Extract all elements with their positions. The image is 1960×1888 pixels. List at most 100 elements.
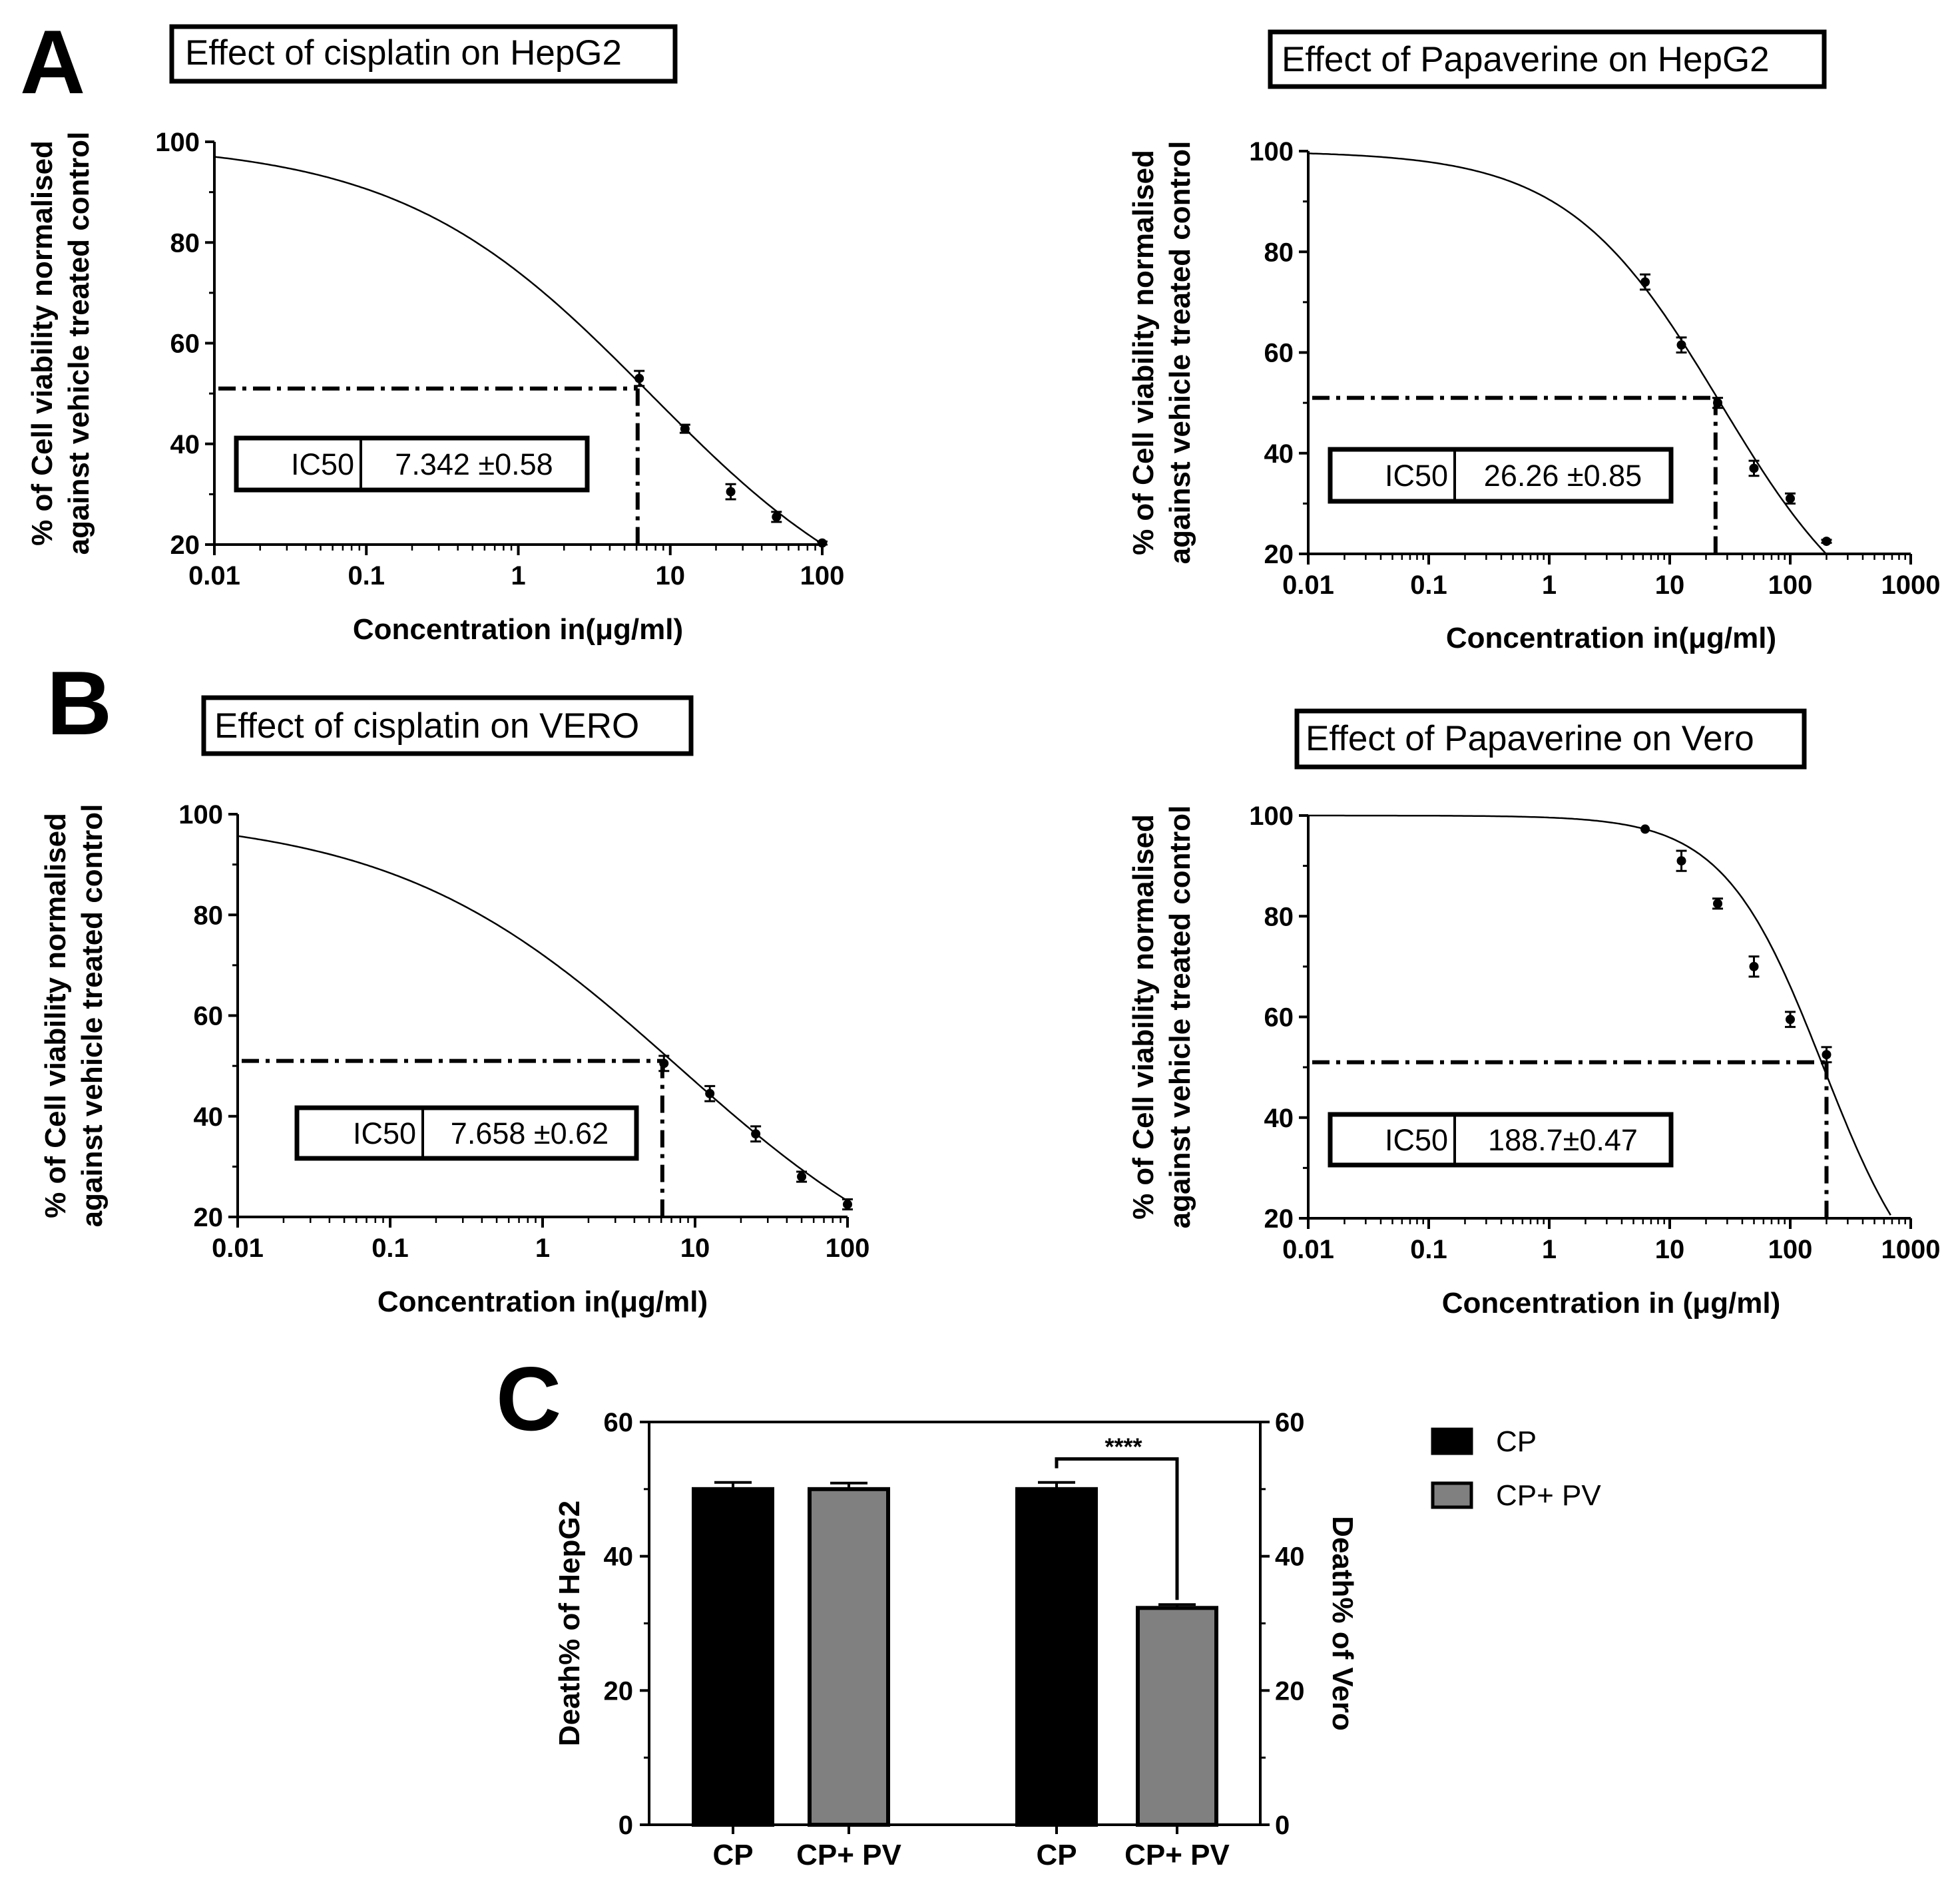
y-axis-label-line: % of Cell viability normalised [26, 140, 59, 546]
y-tick-label: 40 [194, 1102, 224, 1132]
x-category-label: CP [712, 1839, 753, 1871]
x-tick-label: 0.01 [1282, 1235, 1334, 1264]
chart-title-box [1268, 29, 1827, 89]
right-y-axis-label: Death% of Vero [1326, 1516, 1359, 1731]
x-category-label: CP+ PV [1124, 1839, 1230, 1871]
x-axis-label: Concentration in(μg/ml) [377, 1286, 708, 1318]
y-tick-label: 100 [155, 128, 200, 157]
data-point [659, 1059, 669, 1068]
fit-curve [214, 156, 823, 545]
significance-bracket [1055, 1457, 1179, 1600]
chart-cisplatin-hepg2: Effect of cisplatin on HepG2 20 40 60 80 100 0… [26, 24, 844, 646]
x-tick-label: 10 [656, 561, 686, 590]
x-tick-label: 10 [1655, 571, 1685, 600]
y-tick-label: 80 [170, 228, 200, 258]
chart-title-box [201, 695, 694, 756]
x-tick-label: 0.1 [1410, 571, 1447, 600]
y-tick-label: 80 [1264, 902, 1294, 931]
data-point [797, 1172, 807, 1182]
ic50-value: 7.342 ±0.58 [395, 447, 553, 481]
right-y-tick-label: 20 [1275, 1676, 1305, 1706]
y-tick-label: 100 [1249, 802, 1294, 831]
right-y-tick-label: 40 [1275, 1542, 1305, 1572]
panel-label-a: A [20, 11, 85, 113]
ic50-label: IC50 [291, 447, 354, 481]
x-tick-label: 1 [1542, 1235, 1557, 1264]
y-tick-label: 20 [194, 1203, 224, 1232]
chart-title: Effect of Papaverine on Vero [1306, 719, 1754, 758]
bar [1015, 1487, 1098, 1827]
left-y-axis-label: Death% of HepG2 [553, 1501, 586, 1746]
left-y-tick-label: 40 [604, 1542, 634, 1572]
data-point [1786, 493, 1795, 503]
y-axis-label-line: against vehicle treated control [63, 132, 95, 555]
data-point [634, 373, 644, 383]
x-axis-label: Concentration in (μg/ml) [1442, 1287, 1780, 1319]
ic50-value: 188.7±0.47 [1488, 1123, 1638, 1157]
ic50-label: IC50 [353, 1116, 416, 1150]
bar [1136, 1606, 1218, 1827]
x-category-label: CP+ PV [796, 1839, 901, 1871]
chart-title: Effect of Papaverine on HepG2 [1282, 40, 1770, 79]
x-tick-label: 1 [511, 561, 525, 590]
x-tick-label: 1000 [1881, 571, 1941, 600]
data-point [751, 1129, 761, 1139]
x-tick-label: 0.01 [188, 561, 240, 590]
data-point [843, 1200, 852, 1210]
data-point [772, 512, 782, 522]
ic50-value: 26.26 ±0.85 [1484, 459, 1642, 493]
chart-papaverine-vero: Effect of Papaverine on Vero204060801000… [1127, 708, 1941, 1319]
data-point [1640, 277, 1650, 287]
y-tick-label: 60 [170, 330, 200, 359]
chart-cisplatin-vero: Effect of cisplatin on VERO 20 40 60 80 100 0.… [39, 695, 869, 1318]
panel-label-b: B [47, 652, 112, 754]
chart-title: Effect of cisplatin on HepG2 [185, 33, 622, 73]
y-axis-label-line: % of Cell viability normalised [39, 813, 72, 1218]
ic50-box [1328, 1112, 1674, 1168]
significance-marker: **** [1104, 1433, 1142, 1460]
y-tick-label: 20 [1264, 1204, 1294, 1234]
bar [692, 1487, 774, 1827]
y-axis-label-line: against vehicle treated control [1164, 806, 1196, 1229]
y-tick-label: 60 [194, 1002, 224, 1031]
data-point [818, 538, 827, 548]
fit-curve [237, 835, 848, 1202]
data-point [1676, 856, 1686, 866]
data-point [726, 487, 736, 497]
data-point [1749, 463, 1759, 473]
legend-label: CP+ PV [1496, 1479, 1601, 1512]
panel-label-c: C [496, 1348, 561, 1449]
bar [808, 1487, 890, 1827]
fit-curve [1308, 814, 1891, 1216]
ic50-box [294, 1105, 639, 1161]
x-tick-label: 1000 [1881, 1235, 1941, 1264]
y-tick-label: 20 [1264, 540, 1294, 569]
x-axis-label: Concentration in(μg/ml) [1446, 622, 1776, 654]
x-tick-label: 1 [1542, 571, 1557, 600]
data-point [1822, 537, 1832, 547]
chart-title-box [169, 24, 678, 84]
y-tick-label: 100 [178, 800, 223, 829]
data-point [1713, 899, 1723, 909]
x-axis-label: Concentration in(μg/ml) [353, 613, 683, 646]
x-tick-label: 0.01 [212, 1234, 264, 1263]
ic50-label: IC50 [1385, 1123, 1448, 1157]
x-tick-label: 0.1 [1410, 1235, 1447, 1264]
data-point [1749, 961, 1759, 971]
ic50-label: IC50 [1385, 459, 1448, 493]
chart-death-percent-bars: 0 0 20 20 40 40 60 60 CP CP+ PV CP CP+ PV **** Death%… [553, 1408, 1601, 1871]
data-point [1822, 1050, 1832, 1060]
y-tick-label: 40 [1264, 439, 1294, 469]
y-tick-label: 40 [1264, 1104, 1294, 1133]
right-y-tick-label: 60 [1275, 1408, 1305, 1437]
legend-swatch [1431, 1427, 1473, 1455]
y-tick-label: 20 [170, 531, 200, 560]
left-y-tick-label: 60 [604, 1408, 634, 1437]
chart-title: Effect of cisplatin on VERO [214, 706, 639, 746]
x-tick-label: 10 [680, 1234, 710, 1263]
x-tick-label: 0.1 [348, 561, 385, 590]
data-point [1786, 1015, 1795, 1025]
chart-title-box [1294, 708, 1807, 770]
y-tick-label: 80 [1264, 238, 1294, 267]
legend-label: CP [1496, 1425, 1537, 1458]
